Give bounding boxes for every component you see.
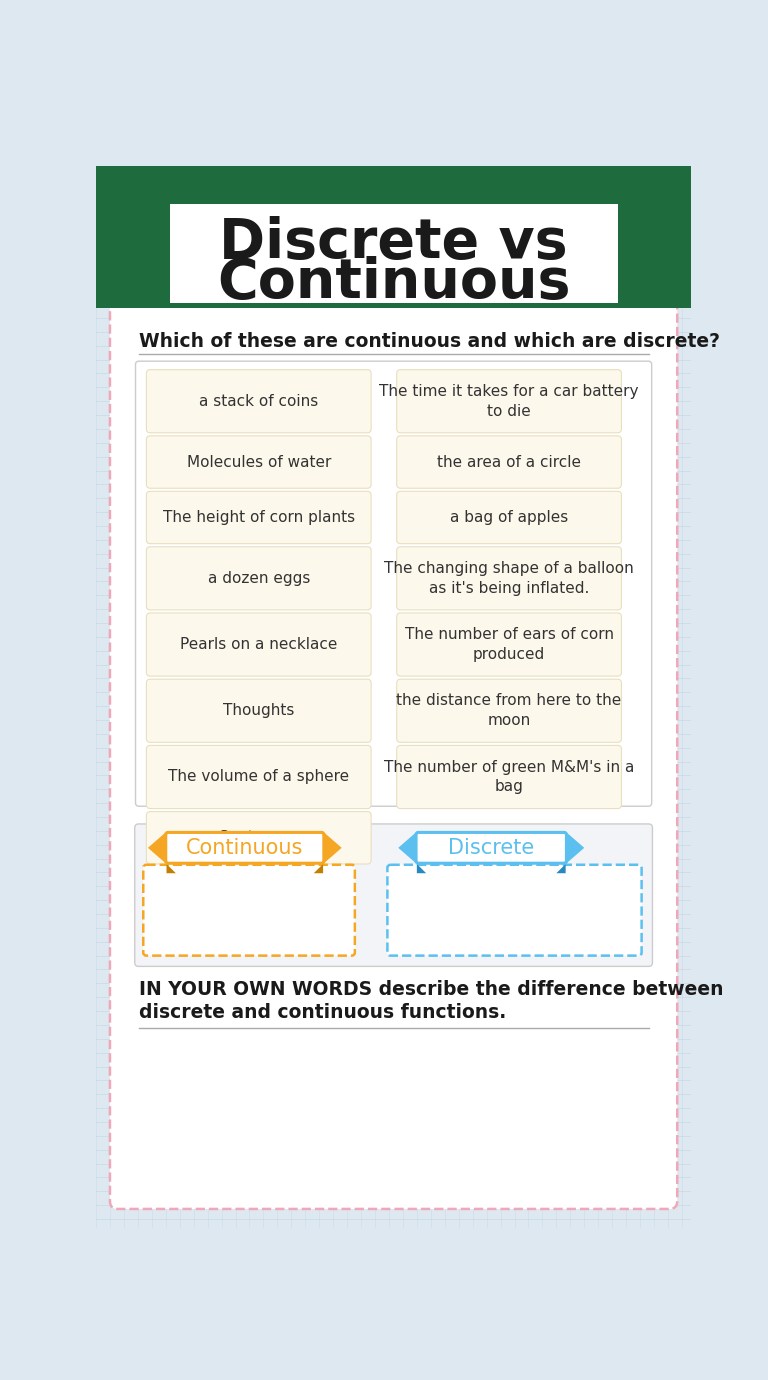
- FancyBboxPatch shape: [170, 204, 617, 302]
- FancyBboxPatch shape: [397, 370, 621, 433]
- Text: a dozen eggs: a dozen eggs: [207, 571, 310, 586]
- Text: a bag of apples: a bag of apples: [450, 511, 568, 524]
- Text: Continuous: Continuous: [217, 255, 571, 309]
- Text: Discrete vs: Discrete vs: [220, 215, 568, 269]
- FancyBboxPatch shape: [397, 436, 621, 489]
- Polygon shape: [556, 864, 566, 874]
- Text: Discrete: Discrete: [448, 838, 535, 858]
- FancyBboxPatch shape: [144, 865, 355, 955]
- FancyBboxPatch shape: [147, 370, 371, 433]
- FancyBboxPatch shape: [147, 613, 371, 676]
- Text: the area of a circle: the area of a circle: [437, 454, 581, 469]
- Text: Which of these are continuous and which are discrete?: Which of these are continuous and which …: [139, 331, 720, 351]
- Text: IN YOUR OWN WORDS describe the difference between: IN YOUR OWN WORDS describe the differenc…: [139, 980, 723, 999]
- Polygon shape: [417, 864, 426, 874]
- Polygon shape: [167, 864, 176, 874]
- FancyBboxPatch shape: [397, 613, 621, 676]
- Text: Continuous: Continuous: [186, 838, 303, 858]
- Polygon shape: [148, 832, 342, 864]
- FancyBboxPatch shape: [166, 832, 324, 864]
- FancyBboxPatch shape: [147, 436, 371, 489]
- FancyBboxPatch shape: [147, 546, 371, 610]
- FancyBboxPatch shape: [134, 824, 653, 966]
- FancyBboxPatch shape: [96, 166, 691, 308]
- Text: The changing shape of a balloon
as it's being inflated.: The changing shape of a balloon as it's …: [384, 560, 634, 596]
- Text: Thoughts: Thoughts: [223, 704, 294, 718]
- Text: The height of corn plants: The height of corn plants: [163, 511, 355, 524]
- Text: The number of ears of corn
produced: The number of ears of corn produced: [405, 627, 614, 662]
- FancyBboxPatch shape: [397, 679, 621, 742]
- Text: discrete and continuous functions.: discrete and continuous functions.: [139, 1003, 506, 1023]
- FancyBboxPatch shape: [416, 832, 567, 864]
- FancyBboxPatch shape: [387, 865, 641, 955]
- FancyBboxPatch shape: [147, 811, 371, 864]
- FancyBboxPatch shape: [110, 301, 677, 1209]
- Text: The time it takes for a car battery
to die: The time it takes for a car battery to d…: [379, 384, 639, 418]
- Polygon shape: [314, 864, 323, 874]
- Text: The number of green M&M's in a
bag: The number of green M&M's in a bag: [384, 759, 634, 795]
- Text: The volume of a sphere: The volume of a sphere: [168, 770, 349, 784]
- FancyBboxPatch shape: [397, 491, 621, 544]
- Text: Molecules of water: Molecules of water: [187, 454, 331, 469]
- FancyBboxPatch shape: [147, 491, 371, 544]
- FancyBboxPatch shape: [397, 546, 621, 610]
- Text: a stack of coins: a stack of coins: [199, 393, 319, 408]
- Text: the distance from here to the
moon: the distance from here to the moon: [396, 693, 622, 729]
- Text: Pearls on a necklace: Pearls on a necklace: [180, 638, 337, 651]
- Polygon shape: [399, 832, 584, 864]
- FancyBboxPatch shape: [147, 745, 371, 809]
- FancyBboxPatch shape: [135, 362, 652, 806]
- FancyBboxPatch shape: [147, 679, 371, 742]
- Text: Sentences: Sentences: [219, 831, 299, 846]
- FancyBboxPatch shape: [397, 745, 621, 809]
